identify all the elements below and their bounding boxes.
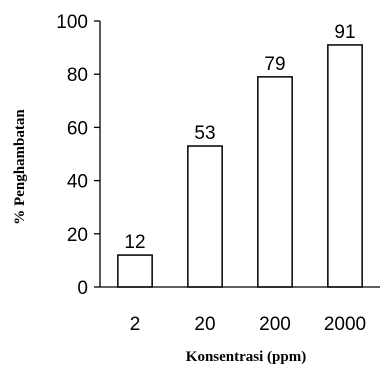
bars-group: 12 53 79 91 (117, 22, 363, 288)
bar-2000 (327, 44, 363, 288)
bar-200 (257, 76, 293, 288)
data-label-200: 79 (264, 54, 285, 75)
data-label-20: 53 (194, 123, 215, 144)
bar-2 (117, 254, 153, 288)
y-tick-label: 60 (67, 118, 88, 139)
data-label-2: 12 (124, 232, 145, 253)
bar-20 (187, 145, 223, 288)
x-tick-label: 200 (259, 314, 291, 335)
x-tick-label: 20 (194, 314, 215, 335)
x-axis-ticks: 2 20 200 2000 (130, 314, 366, 335)
y-axis-ticks: 0 20 40 60 80 100 (56, 12, 100, 299)
x-tick-label: 2000 (324, 314, 366, 335)
y-axis-title: % Penghambatan (12, 109, 28, 225)
data-label-2000: 91 (334, 22, 355, 43)
x-tick-label: 2 (130, 314, 141, 335)
x-axis-title: Konsentrasi (ppm) (186, 349, 306, 365)
y-tick-label: 40 (67, 172, 88, 193)
y-tick-label: 0 (77, 278, 88, 299)
y-tick-label: 80 (67, 65, 88, 86)
y-tick-label: 100 (56, 12, 88, 33)
y-tick-label: 20 (67, 225, 88, 246)
